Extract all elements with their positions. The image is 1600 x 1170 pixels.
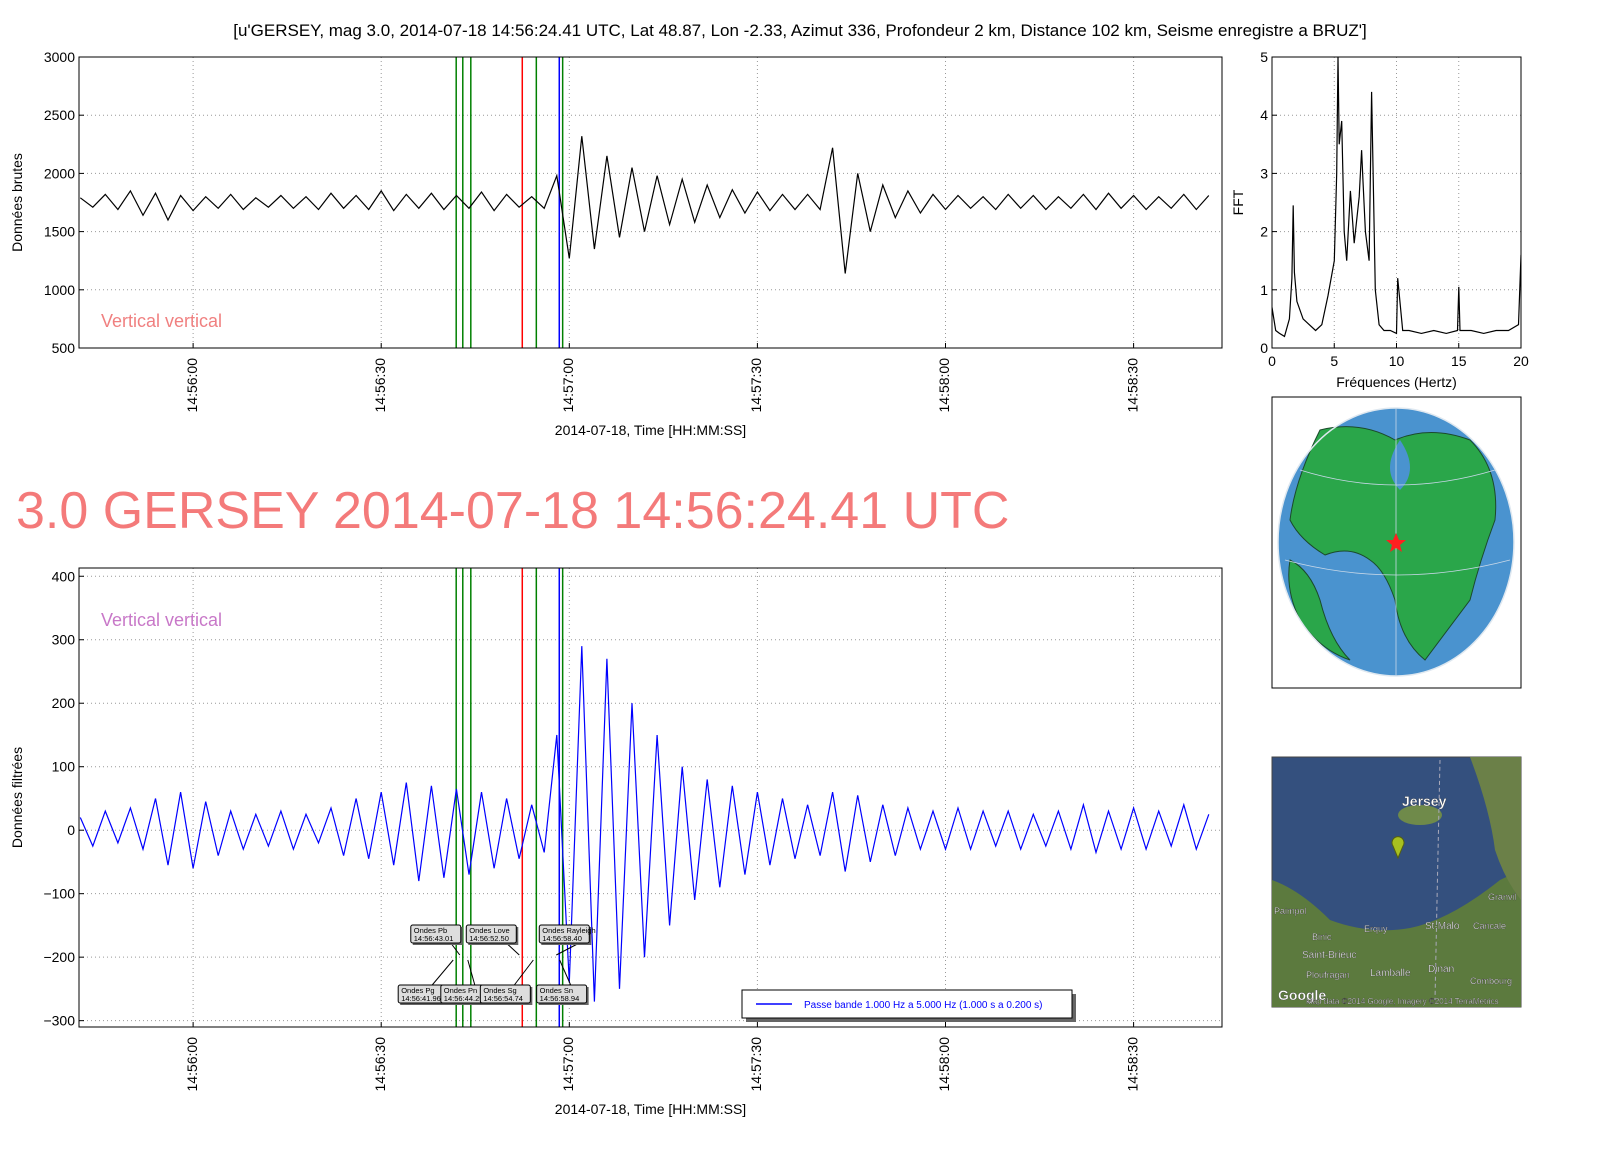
x-tick-label: 14:58:30 [1124, 1037, 1140, 1092]
map-label: Binic [1312, 932, 1332, 942]
x-tick-label: 5 [1330, 353, 1338, 369]
x-tick-label: 15 [1451, 353, 1467, 369]
plot-frame [78, 56, 1223, 349]
x-tick-label: 14:57:30 [748, 1037, 764, 1092]
annotation-name: Ondes Rayleigh [542, 926, 595, 935]
annotation-name: Ondes Sg [483, 986, 516, 995]
annotation-time: 14:56:58.94 [540, 994, 580, 1003]
x-axis-label: 2014-07-18, Time [HH:MM:SS] [555, 422, 746, 438]
y-tick-label: 1000 [44, 282, 75, 298]
map-label: Combourg [1470, 976, 1512, 986]
series-line [79, 646, 1210, 1002]
annotation-box [479, 984, 531, 1004]
y-tick-label: 400 [52, 568, 76, 584]
y-tick-label: −100 [43, 886, 75, 902]
annotation-time: 14:56:52.50 [469, 934, 509, 943]
y-tick-label: 4 [1260, 107, 1268, 123]
annotation-box [538, 924, 590, 944]
x-axis-label: Fréquences (Hertz) [1336, 374, 1457, 390]
y-tick-label: 2000 [44, 165, 75, 181]
annotation-name: Ondes Pb [414, 926, 447, 935]
annotation-arrow [559, 959, 572, 986]
map-label: Granvil [1488, 892, 1517, 902]
x-tick-label: 14:58:00 [936, 358, 952, 413]
annotation-arrow [513, 959, 534, 986]
plot-frame [78, 567, 1223, 1028]
map-label: Ploufragan [1306, 970, 1350, 980]
y-tick-label: 0 [67, 822, 75, 838]
x-tick-label: 14:57:00 [560, 1037, 576, 1092]
annotation-time: 14:56:43.01 [414, 934, 454, 943]
x-tick-label: 14:56:30 [372, 1037, 388, 1092]
map-label: St-Malo [1425, 921, 1460, 932]
y-axis-label: FFT [1230, 189, 1246, 215]
map-label: Cancale [1473, 921, 1506, 931]
x-tick-label: 14:57:30 [748, 358, 764, 413]
annotation-box [465, 924, 517, 944]
event-heading: 3.0 GERSEY 2014-07-18 14:56:24.41 UTC [16, 482, 1009, 540]
x-tick-label: 14:58:00 [936, 1037, 952, 1092]
y-axis-label: Données brutes [9, 153, 25, 252]
x-tick-label: 14:58:30 [1124, 358, 1140, 413]
map-label: Lamballe [1370, 968, 1411, 979]
map-label: Erquy [1364, 924, 1388, 934]
y-tick-label: 3000 [44, 49, 75, 65]
annotation-time: 14:56:41.96 [401, 994, 441, 1003]
plot-area [79, 568, 1222, 1027]
map-label: Map data ©2014 Google, Imagery ©2014 Ter… [1306, 997, 1499, 1006]
annotation-time: 14:56:44.29 [444, 994, 484, 1003]
series-line [79, 136, 1210, 274]
map-label: Jersey [1402, 793, 1447, 809]
annotation-time: 14:56:54.74 [483, 994, 523, 1003]
globe-panel [1271, 396, 1522, 689]
map-panel: Jersey Paimpol Binic Erquy St-Malo Cancale Gra… [1271, 756, 1522, 1008]
y-tick-label: −200 [43, 949, 75, 965]
x-tick-label: 14:56:30 [372, 358, 388, 413]
legend-box [741, 989, 1073, 1019]
y-tick-label: 500 [52, 340, 76, 356]
y-axis-label: Données filtrées [9, 747, 25, 848]
annotation-arrow [467, 959, 476, 986]
y-tick-label: 1500 [44, 224, 75, 240]
page-title: [u'GERSEY, mag 3.0, 2014-07-18 14:56:24.… [233, 21, 1367, 40]
x-tick-label: 10 [1389, 353, 1405, 369]
map-label: Google [1278, 987, 1326, 1003]
map-label: Paimpol [1274, 906, 1307, 916]
map-label: Dinan [1428, 964, 1454, 975]
y-tick-label: 0 [1260, 340, 1268, 356]
series-line [1272, 57, 1521, 338]
y-tick-label: 1 [1260, 282, 1268, 298]
x-tick-label: 20 [1513, 353, 1529, 369]
annotation-box [410, 924, 462, 944]
annotation-arrow [431, 959, 454, 986]
annotation-name: Ondes Love [469, 926, 509, 935]
x-tick-label: 14:57:00 [560, 358, 576, 413]
annotation-name: Ondes Pn [444, 986, 477, 995]
y-tick-label: 5 [1260, 49, 1268, 65]
y-tick-label: 100 [52, 759, 76, 775]
x-tick-label: 14:56:00 [184, 1037, 200, 1092]
panel-annotation: Vertical vertical [101, 610, 222, 630]
annotation-name: Ondes Sn [540, 986, 573, 995]
map-label: Saint-Brieuc [1302, 950, 1356, 961]
y-tick-label: 2500 [44, 107, 75, 123]
x-tick-label: 0 [1268, 353, 1276, 369]
legend-label: Passe bande 1.000 Hz a 5.000 Hz (1.000 s… [804, 1000, 1043, 1011]
y-tick-label: 2 [1260, 224, 1268, 240]
x-tick-label: 14:56:00 [184, 358, 200, 413]
annotation-time: 14:56:58.40 [542, 934, 582, 943]
y-tick-label: 200 [52, 695, 76, 711]
y-tick-label: 3 [1260, 165, 1268, 181]
y-tick-label: −300 [43, 1013, 75, 1029]
plot-frame [1271, 56, 1522, 349]
plot-area [1272, 57, 1521, 348]
annotation-name: Ondes Pg [401, 986, 434, 995]
x-axis-label: 2014-07-18, Time [HH:MM:SS] [555, 1101, 746, 1117]
y-tick-label: 300 [52, 632, 76, 648]
panel-annotation: Vertical vertical [101, 311, 222, 331]
annotation-box [536, 984, 588, 1004]
